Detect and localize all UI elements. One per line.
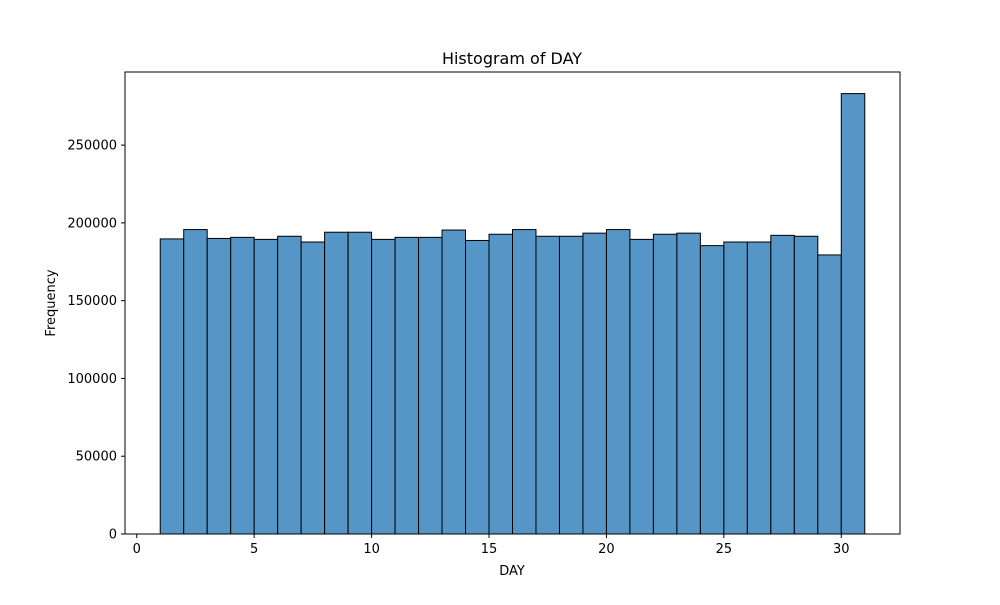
histogram-bar-27: [770, 234, 795, 535]
y-tick-label: 200000: [67, 216, 117, 231]
y-tick-label: 100000: [67, 372, 117, 387]
histogram-bar-21: [629, 238, 654, 535]
histogram-bar-17: [535, 235, 560, 535]
histogram-bar-13: [441, 229, 467, 535]
x-axis-label: DAY: [499, 564, 525, 579]
histogram-bar-1: [159, 238, 185, 535]
x-tick-label: 15: [481, 542, 498, 557]
histogram-bar-3: [206, 237, 232, 535]
x-tick-label: 5: [250, 542, 258, 557]
histogram-bar-8: [324, 231, 349, 535]
histogram-bar-4: [230, 236, 255, 535]
y-tick-label: 150000: [67, 294, 117, 309]
x-tick-label: 30: [833, 542, 850, 557]
y-tick-label: 0: [109, 528, 117, 543]
histogram-bar-22: [652, 233, 678, 535]
x-tick-label: 0: [133, 542, 141, 557]
histogram-bar-15: [488, 233, 513, 535]
x-tick-label: 20: [598, 542, 615, 557]
chart-title: Histogram of DAY: [442, 49, 582, 68]
y-axis-ticks: 0 50000 100000 150000 200000 250000: [67, 139, 125, 543]
histogram-bar-7: [300, 241, 326, 535]
histogram-bar-25: [723, 241, 748, 535]
histogram-bar-18: [558, 235, 584, 535]
histogram-bar-5: [253, 238, 279, 535]
plot-frame: [124, 71, 901, 535]
histogram-bar-28: [793, 235, 819, 535]
histogram-bar-26: [746, 241, 772, 535]
x-axis-ticks: 0 5 10 15 20 25 30: [133, 534, 850, 557]
histogram-bar-6: [277, 235, 302, 535]
histogram-bar-10: [371, 238, 396, 535]
histogram-bar-11: [394, 236, 420, 535]
histogram-bar-14: [465, 239, 490, 535]
histogram-bar-19: [582, 232, 607, 535]
histogram-bar-12: [418, 236, 443, 535]
y-axis-label: Frequency: [44, 269, 59, 336]
y-tick-label: 50000: [76, 450, 117, 465]
histogram-bar-9: [347, 231, 373, 535]
histogram-bar-30: [840, 93, 866, 535]
histogram-bar-24: [699, 245, 725, 535]
x-tick-label: 10: [363, 542, 380, 557]
histogram-bar-29: [817, 254, 842, 535]
histogram-bar-20: [605, 229, 631, 535]
histogram-bar-16: [512, 229, 537, 535]
histogram-bar-2: [183, 229, 208, 535]
x-tick-label: 25: [716, 542, 733, 557]
bars-layer: [159, 93, 866, 535]
y-tick-label: 250000: [67, 139, 117, 154]
histogram-bar-23: [676, 232, 701, 535]
